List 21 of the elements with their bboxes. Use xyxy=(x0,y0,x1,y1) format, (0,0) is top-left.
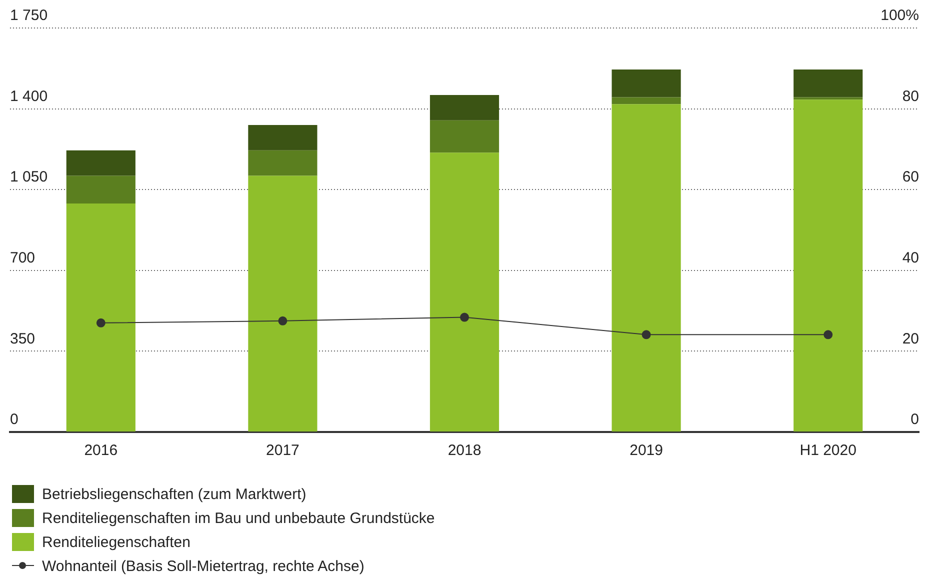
y2-tick-label: 80 xyxy=(902,88,919,105)
x-tick-label: 2019 xyxy=(630,442,663,460)
y2-tick-label: 20 xyxy=(902,330,919,348)
y-tick-label: 1 400 xyxy=(10,88,48,105)
legend-label: Renditeliegenschaften xyxy=(42,534,190,550)
x-tick-label: 2018 xyxy=(448,442,482,460)
y-tick-label: 0 xyxy=(10,411,18,428)
legend-label: Betriebsliegenschaften (zum Marktwert) xyxy=(42,486,306,502)
y-tick-label: 1 050 xyxy=(10,168,48,186)
y2-tick-label: 100% xyxy=(880,7,919,24)
y-tick-label: 700 xyxy=(10,250,36,267)
y-tick-label: 1 750 xyxy=(10,7,48,24)
y2-tick-label: 0 xyxy=(910,411,919,428)
legend-label: Wohnanteil (Basis Soll-Mietertrag, rechte Achse) xyxy=(42,558,364,574)
x-tick-label: H1 2020 xyxy=(800,442,856,460)
y-tick-label: 350 xyxy=(10,330,36,348)
x-tick-label: 2016 xyxy=(84,442,118,460)
y2-tick-label: 60 xyxy=(902,168,919,186)
legend-label: Renditeliegenschaften im Bau und unbebaute Grundstücke xyxy=(42,510,435,526)
x-tick-label: 2017 xyxy=(266,442,300,460)
y2-tick-label: 40 xyxy=(902,250,919,267)
